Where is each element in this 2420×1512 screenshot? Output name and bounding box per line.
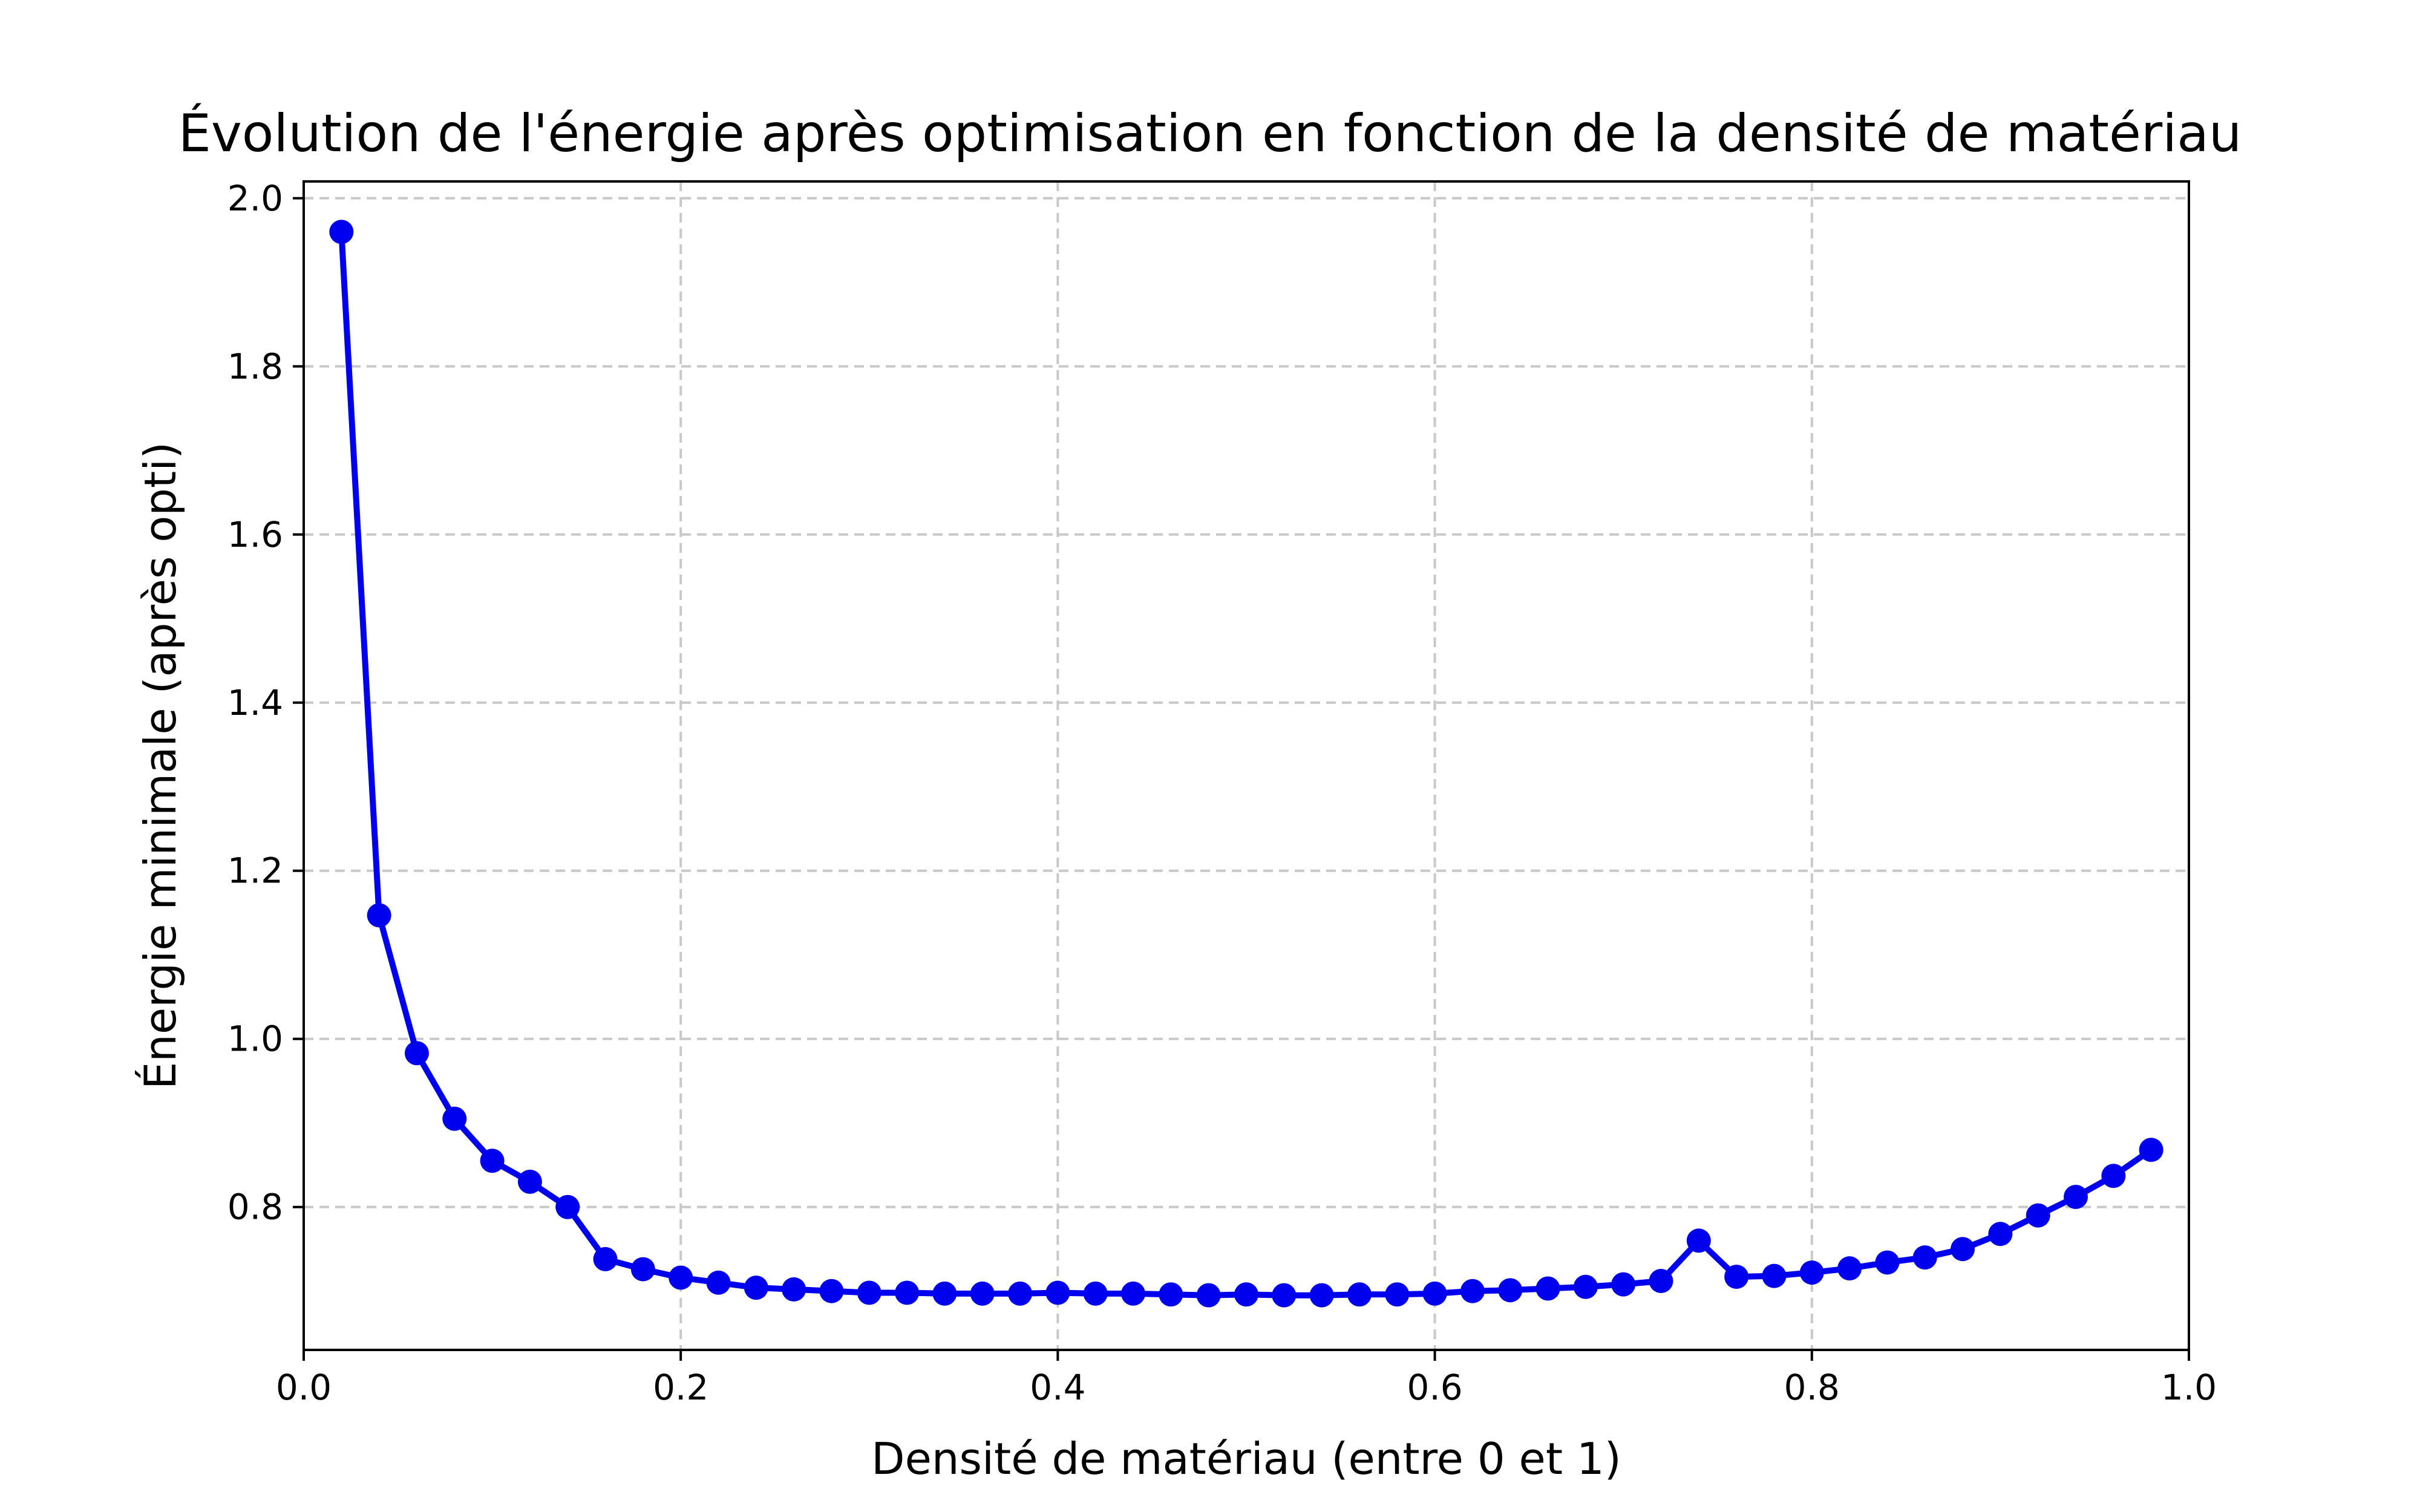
data-point (1988, 1222, 2013, 1246)
data-point (1385, 1282, 1410, 1307)
series-line (338, 232, 2153, 1299)
data-point (555, 1194, 580, 1219)
data-point (819, 1279, 844, 1303)
data-point (2101, 1164, 2126, 1188)
data-point (1912, 1245, 1937, 1270)
data-point (970, 1281, 995, 1306)
data-point (1008, 1281, 1033, 1306)
data-point (1272, 1283, 1297, 1308)
data-point (1686, 1228, 1711, 1253)
data-point (706, 1270, 731, 1295)
y-tick-label: 1.4 (227, 682, 283, 723)
grid-lines (302, 181, 2190, 1350)
data-point (932, 1281, 957, 1306)
y-tick-label: 2.0 (227, 178, 283, 219)
data-point (1535, 1276, 1560, 1301)
series-line-group (329, 220, 2163, 1308)
data-point (1799, 1260, 1824, 1285)
data-point (1083, 1281, 1108, 1306)
data-point (1045, 1280, 1070, 1305)
data-point (1347, 1282, 1372, 1307)
y-tick-label: 1.8 (227, 346, 283, 387)
data-point (442, 1106, 467, 1131)
data-point (480, 1149, 505, 1173)
x-tick-label: 0.6 (1407, 1367, 1462, 1408)
data-point (1762, 1263, 1787, 1288)
data-point (1498, 1278, 1523, 1303)
data-point (2026, 1203, 2050, 1228)
data-point (2139, 1138, 2163, 1162)
data-point (1234, 1282, 1258, 1307)
y-tick-label: 1.2 (227, 850, 283, 891)
chart-title: Évolution de l'énergie après optimisatio… (178, 103, 2242, 164)
y-axis-label: Énergie minimale (après opti) (135, 442, 186, 1090)
y-tick-label: 0.8 (227, 1187, 283, 1228)
x-tick-label: 0.2 (653, 1367, 708, 1408)
data-point (1837, 1256, 1862, 1281)
y-tick-label: 1.0 (227, 1018, 283, 1060)
data-point (517, 1170, 542, 1194)
data-point (782, 1277, 806, 1302)
data-point (895, 1280, 920, 1305)
x-tick-label: 0.8 (1784, 1367, 1840, 1408)
data-point (669, 1265, 693, 1290)
data-point (857, 1280, 881, 1305)
data-point (744, 1276, 768, 1300)
x-tick-label: 0.0 (276, 1367, 332, 1408)
data-point (1649, 1269, 1673, 1294)
data-point (1196, 1283, 1221, 1308)
data-point (1875, 1250, 1900, 1275)
data-point (593, 1246, 618, 1271)
x-tick-label: 0.4 (1030, 1367, 1085, 1408)
data-point (1951, 1237, 1975, 1262)
data-point (404, 1041, 429, 1066)
data-point (329, 220, 354, 244)
axis-ticks: 0.0 0.2 0.4 0.6 0.8 1.0 0.8 1.0 1.2 1.4 1.6 1.8 2.0 (227, 178, 2217, 1408)
data-point (2064, 1185, 2088, 1210)
data-point (1121, 1281, 1146, 1306)
x-tick-label: 1.0 (2161, 1367, 2217, 1408)
data-point (1724, 1265, 1749, 1289)
plot-frame (302, 180, 2190, 1351)
data-point (1460, 1279, 1485, 1303)
data-point (367, 903, 391, 928)
data-point (1422, 1281, 1447, 1306)
data-point (1159, 1282, 1183, 1307)
x-axis-label: Densité de matériau (entre 0 et 1) (871, 1433, 1621, 1484)
data-point (1573, 1274, 1598, 1299)
y-tick-label: 1.6 (227, 514, 283, 555)
data-point (1611, 1272, 1636, 1297)
data-point (630, 1257, 655, 1282)
data-point (1309, 1283, 1334, 1308)
